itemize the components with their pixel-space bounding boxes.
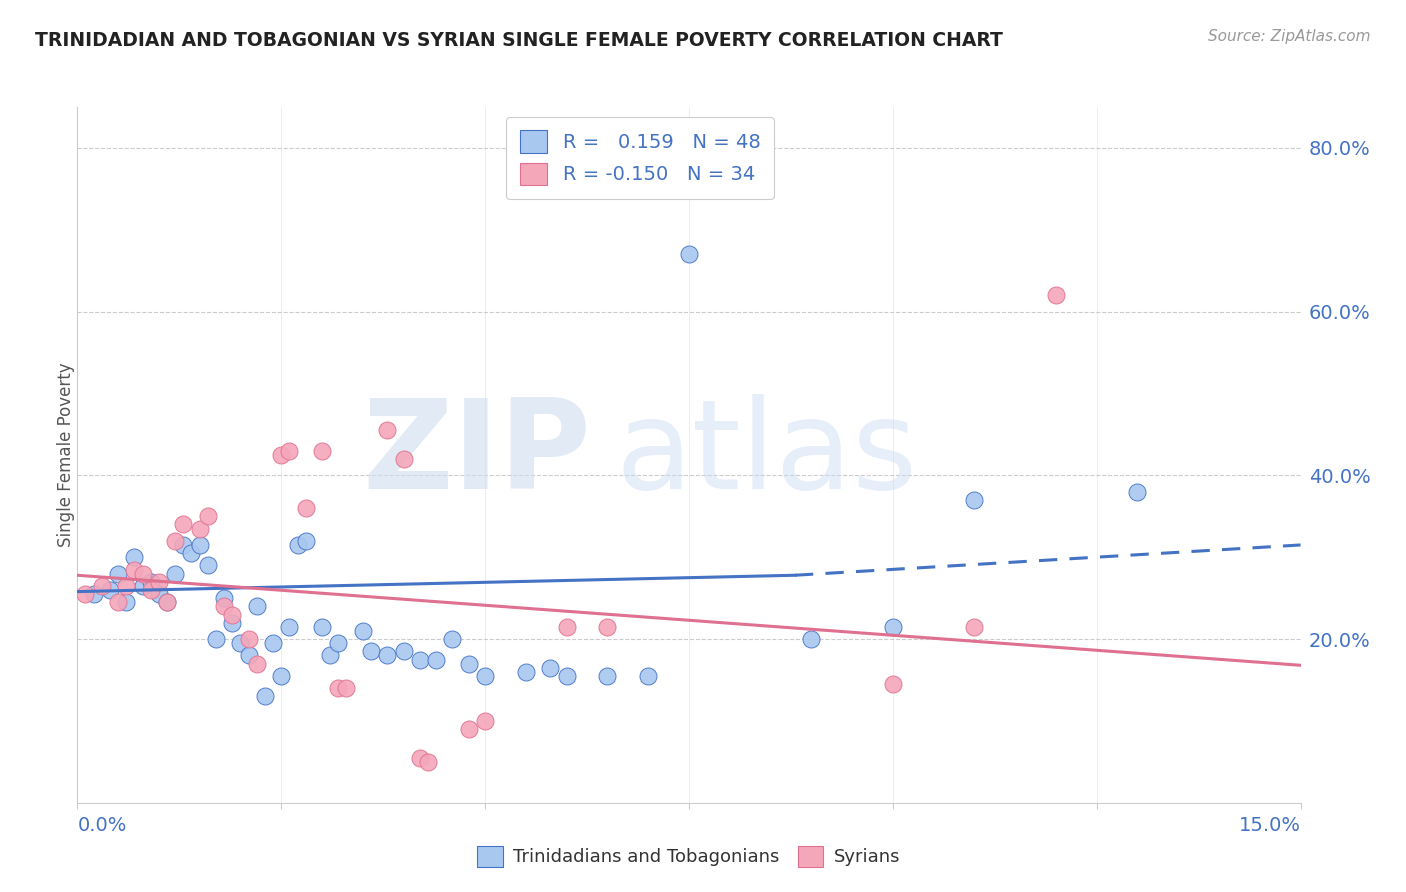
Point xyxy=(246,657,269,671)
Point xyxy=(212,591,235,606)
Point xyxy=(335,681,357,696)
Point xyxy=(678,247,700,261)
Point xyxy=(165,566,187,581)
Point xyxy=(172,517,194,532)
Point xyxy=(457,657,479,671)
Point xyxy=(205,632,228,646)
Text: atlas: atlas xyxy=(616,394,918,516)
Point xyxy=(515,665,537,679)
Point xyxy=(319,648,342,663)
Point xyxy=(148,574,170,589)
Point xyxy=(172,538,194,552)
Point xyxy=(882,677,904,691)
Point xyxy=(287,538,309,552)
Point xyxy=(90,579,112,593)
Point xyxy=(180,546,202,560)
Y-axis label: Single Female Poverty: Single Female Poverty xyxy=(58,363,75,547)
Point xyxy=(246,599,269,614)
Point xyxy=(360,644,382,658)
Point xyxy=(139,574,162,589)
Point xyxy=(115,579,138,593)
Text: TRINIDADIAN AND TOBAGONIAN VS SYRIAN SINGLE FEMALE POVERTY CORRELATION CHART: TRINIDADIAN AND TOBAGONIAN VS SYRIAN SIN… xyxy=(35,31,1002,50)
Point xyxy=(188,538,211,552)
Point xyxy=(131,579,153,593)
Point xyxy=(270,669,292,683)
Text: ZIP: ZIP xyxy=(363,394,591,516)
Point xyxy=(392,644,415,658)
Point xyxy=(555,669,578,683)
Point xyxy=(425,652,447,666)
Point xyxy=(165,533,187,548)
Point xyxy=(409,652,432,666)
Point xyxy=(148,587,170,601)
Point xyxy=(392,452,415,467)
Point xyxy=(124,550,146,565)
Point xyxy=(328,681,350,696)
Point xyxy=(441,632,464,646)
Point xyxy=(596,669,619,683)
Point xyxy=(416,755,439,769)
Point xyxy=(212,599,235,614)
Point xyxy=(139,582,162,597)
Point xyxy=(156,595,179,609)
Point xyxy=(229,636,252,650)
Point xyxy=(375,648,398,663)
Point xyxy=(409,751,432,765)
Point xyxy=(131,566,153,581)
Point xyxy=(278,620,301,634)
Point xyxy=(270,448,292,462)
Point xyxy=(124,562,146,576)
Point xyxy=(963,620,986,634)
Point xyxy=(98,582,121,597)
Point xyxy=(555,620,578,634)
Text: 0.0%: 0.0% xyxy=(77,815,127,835)
Point xyxy=(188,522,211,536)
Point xyxy=(375,423,398,437)
Point xyxy=(637,669,659,683)
Point xyxy=(800,632,823,646)
Point xyxy=(75,587,97,601)
Point xyxy=(156,595,179,609)
Point xyxy=(238,632,260,646)
Point xyxy=(457,722,479,736)
Point xyxy=(262,636,284,650)
Point xyxy=(328,636,350,650)
Point xyxy=(238,648,260,663)
Point xyxy=(278,443,301,458)
Point xyxy=(963,492,986,507)
Point xyxy=(311,443,333,458)
Point xyxy=(474,714,496,728)
Point xyxy=(882,620,904,634)
Legend: Trinidadians and Tobagonians, Syrians: Trinidadians and Tobagonians, Syrians xyxy=(470,838,908,874)
Point xyxy=(115,595,138,609)
Point xyxy=(352,624,374,638)
Point xyxy=(294,533,316,548)
Text: 15.0%: 15.0% xyxy=(1239,815,1301,835)
Point xyxy=(596,620,619,634)
Point xyxy=(538,661,561,675)
Point xyxy=(107,595,129,609)
Point xyxy=(197,558,219,573)
Point xyxy=(474,669,496,683)
Point xyxy=(294,501,316,516)
Point xyxy=(83,587,105,601)
Point xyxy=(221,615,243,630)
Point xyxy=(197,509,219,524)
Point xyxy=(107,566,129,581)
Point xyxy=(1045,288,1067,302)
Point xyxy=(253,690,276,704)
Text: Source: ZipAtlas.com: Source: ZipAtlas.com xyxy=(1208,29,1371,44)
Point xyxy=(1126,484,1149,499)
Point xyxy=(311,620,333,634)
Point xyxy=(221,607,243,622)
